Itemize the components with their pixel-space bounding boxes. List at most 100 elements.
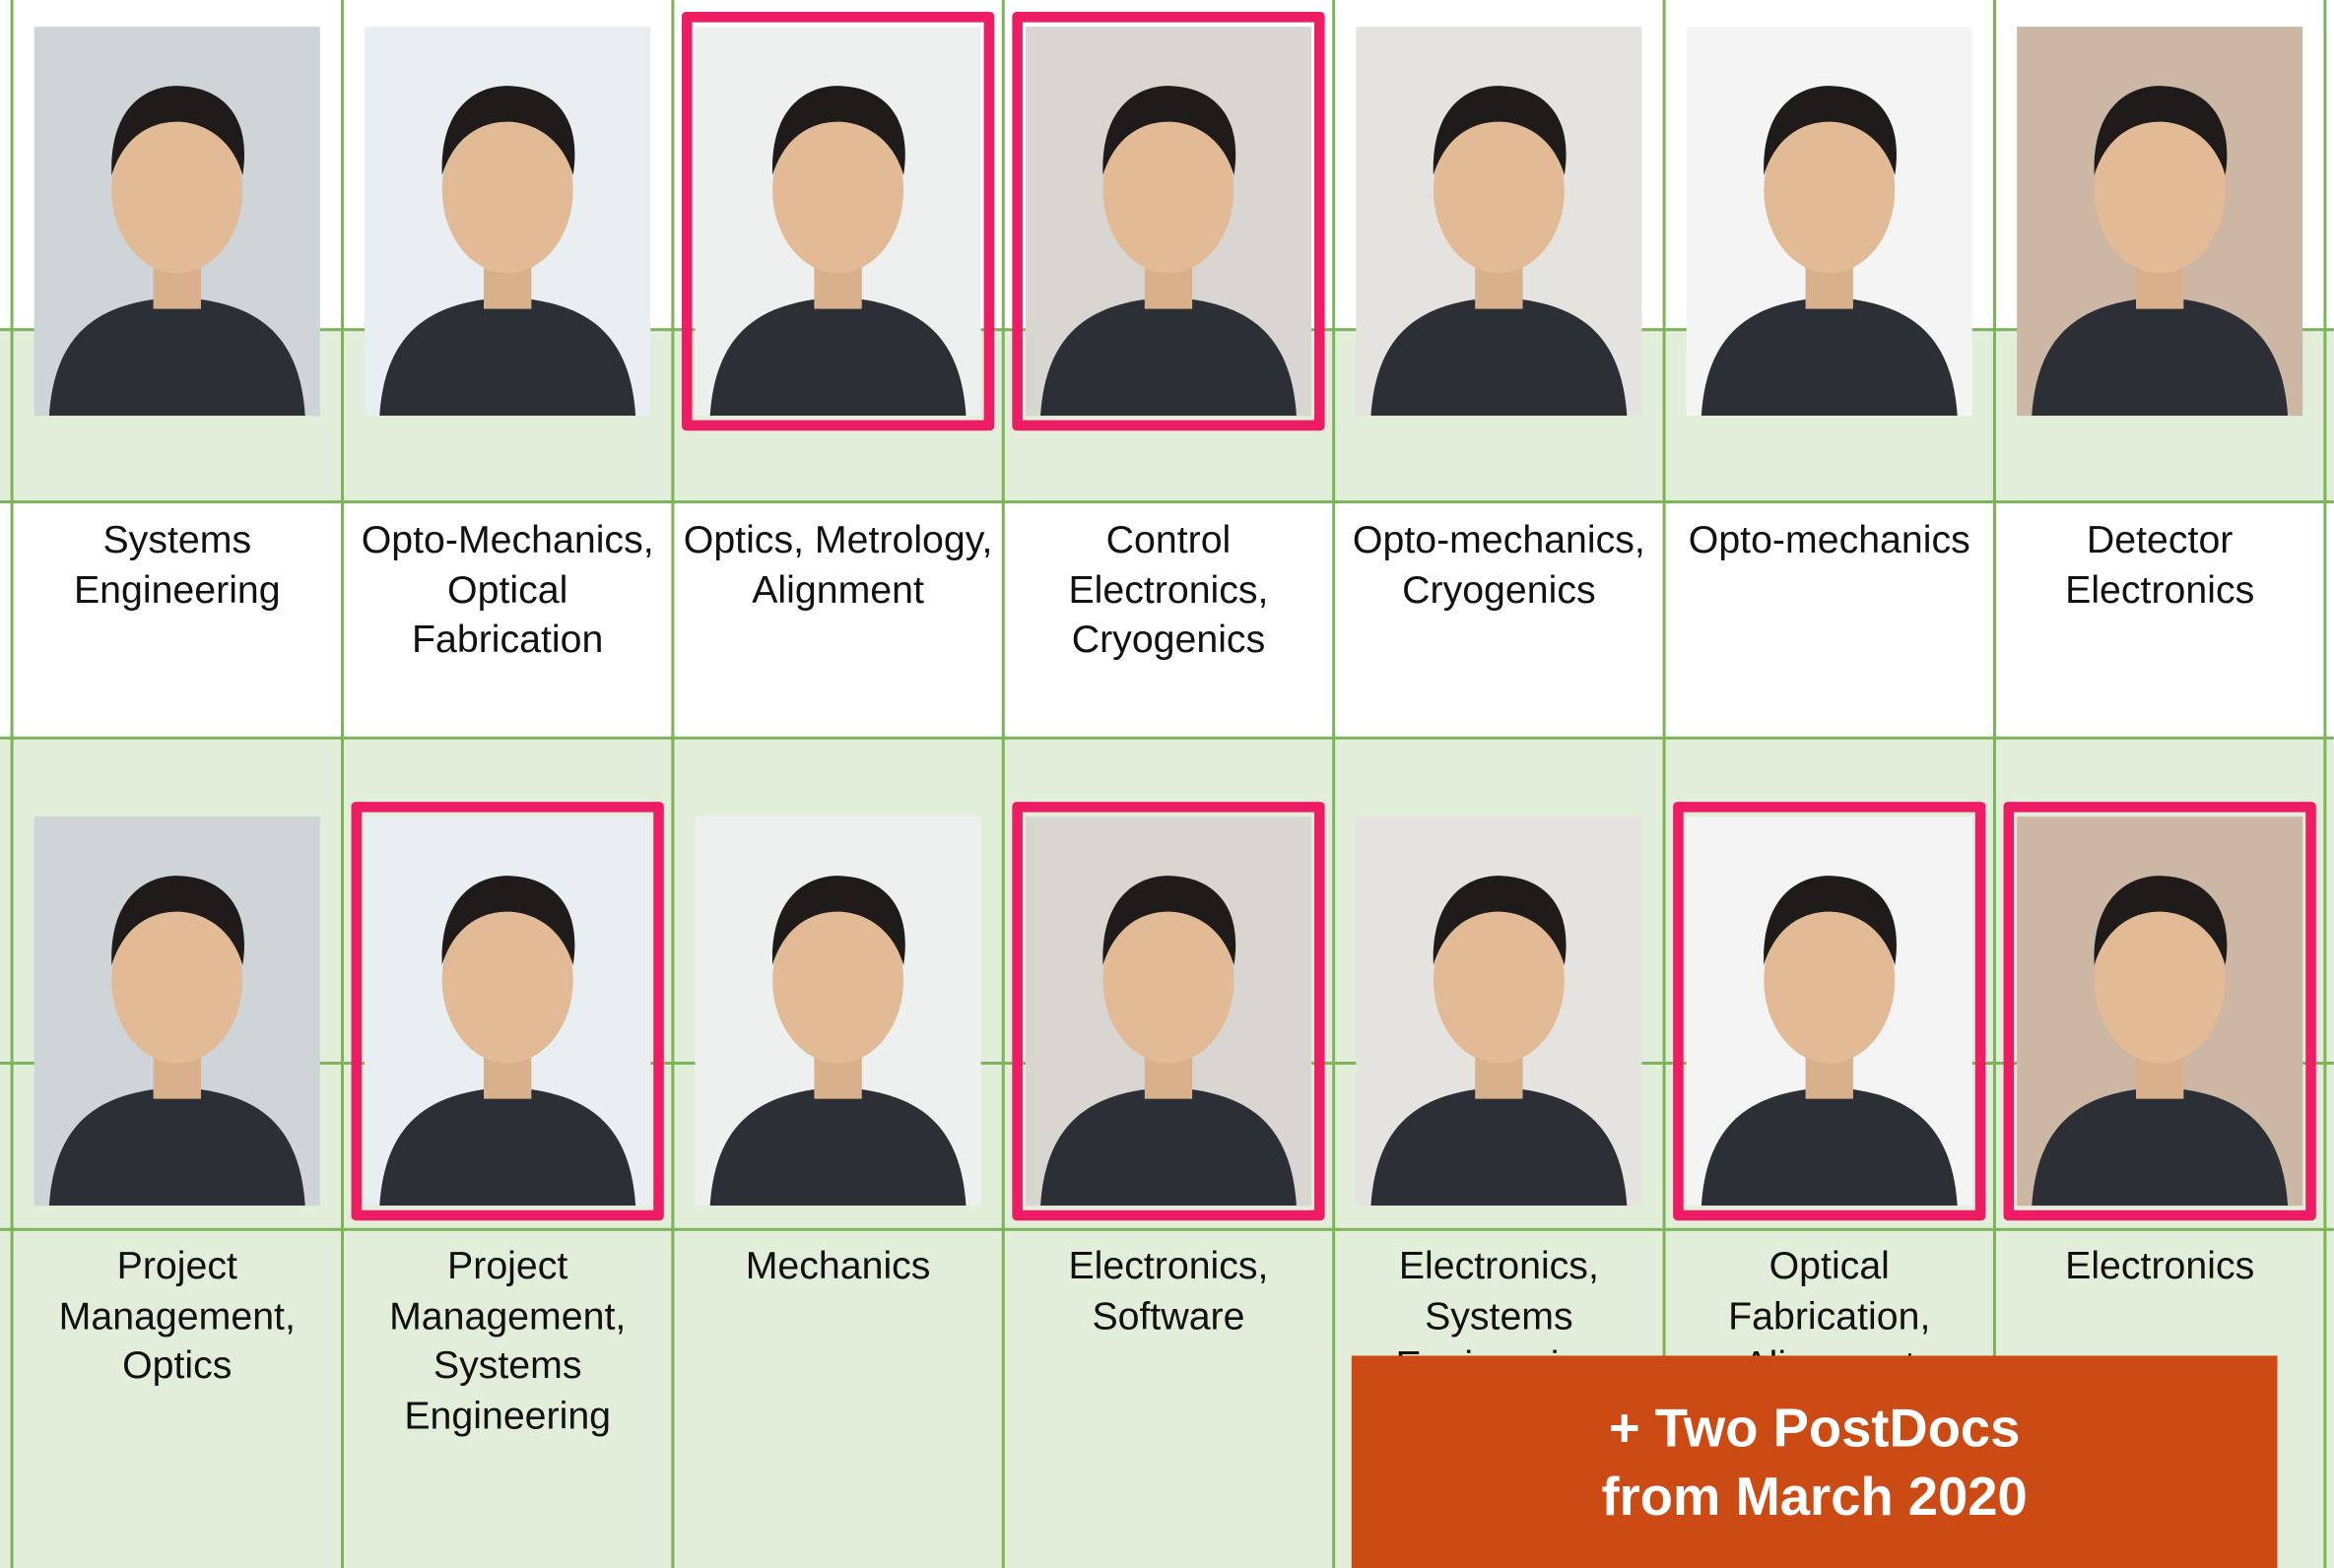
face	[1764, 896, 1896, 1064]
portrait-figure	[1040, 86, 1297, 417]
role-label: Detector Electronics	[2065, 516, 2255, 612]
grid-line	[340, 0, 344, 1568]
portrait-figure	[2032, 876, 2289, 1207]
grid-line	[10, 0, 14, 1568]
shoulders	[1370, 296, 1628, 417]
face	[1102, 896, 1234, 1064]
portrait	[1025, 27, 1312, 417]
hair	[1764, 86, 1897, 175]
note-line: + Two PostDocs	[1608, 1396, 2021, 1458]
portrait	[2017, 27, 2303, 417]
grid-line	[2323, 0, 2327, 1568]
face	[111, 106, 243, 274]
role-label: Optics, Metrology, Alignment	[683, 516, 993, 612]
role-label: Mechanics	[745, 1242, 931, 1288]
highlight-frame	[1012, 802, 1325, 1221]
hair	[441, 86, 575, 175]
portrait	[33, 817, 320, 1207]
portrait-figure	[1370, 876, 1628, 1207]
grid-line	[1001, 0, 1005, 1568]
grid-line	[0, 500, 2334, 504]
shoulders	[48, 1086, 305, 1207]
hair	[771, 86, 905, 175]
portrait	[1025, 817, 1312, 1207]
role-label: Systems Engineering	[73, 516, 281, 612]
role-label: Project Management, Systems Engineering	[389, 1242, 627, 1437]
shoulders	[1700, 296, 1958, 417]
role-label: Control Electronics, Cryogenics	[1068, 516, 1269, 661]
role-label: Electronics, Software	[1068, 1242, 1269, 1338]
shoulders	[48, 296, 305, 417]
hair	[1764, 876, 1897, 965]
portrait-figure	[379, 876, 636, 1207]
face	[111, 896, 243, 1064]
hair	[771, 876, 905, 965]
portrait	[1356, 27, 1642, 417]
portrait	[695, 817, 981, 1207]
highlight-frame	[1012, 12, 1325, 431]
hair	[2094, 876, 2228, 965]
role-label: Project Management, Optics	[58, 1242, 296, 1388]
grid-line	[0, 1227, 2334, 1231]
grid-line	[1332, 0, 1336, 1568]
role-label: Opto-Mechanics, Optical Fabrication	[361, 516, 654, 661]
portrait-figure	[709, 876, 967, 1207]
face	[441, 106, 573, 274]
portrait	[365, 27, 651, 417]
portrait	[695, 27, 981, 417]
portrait-figure	[379, 86, 636, 417]
portrait-figure	[1370, 86, 1628, 417]
portrait-figure	[48, 876, 305, 1207]
hair	[441, 876, 575, 965]
portrait	[365, 817, 651, 1207]
shoulders	[709, 296, 967, 417]
role-label: Opto-mechanics	[1688, 516, 1970, 561]
note-line: from March 2020	[1601, 1465, 2028, 1527]
face	[1764, 106, 1896, 274]
shoulders	[1040, 1086, 1297, 1207]
portrait	[33, 27, 320, 417]
hair	[1433, 86, 1567, 175]
shoulders	[1700, 1086, 1958, 1207]
portrait	[2017, 817, 2303, 1207]
face	[772, 106, 904, 274]
portrait-figure	[1700, 86, 1958, 417]
shoulders	[709, 1086, 967, 1207]
portrait-figure	[2032, 86, 2289, 417]
shoulders	[379, 296, 636, 417]
grid-line	[0, 736, 2334, 740]
hair	[1102, 876, 1236, 965]
face	[2094, 896, 2226, 1064]
shoulders	[1040, 296, 1297, 417]
role-label: Opto-mechanics, Cryogenics	[1352, 516, 1645, 612]
portrait-figure	[1700, 876, 1958, 1207]
shoulders	[2032, 1086, 2289, 1207]
hair	[1102, 86, 1236, 175]
portrait-figure	[1040, 876, 1297, 1207]
face	[1102, 106, 1234, 274]
face	[441, 896, 573, 1064]
shoulders	[1370, 1086, 1628, 1207]
face	[2094, 106, 2226, 274]
highlight-frame	[351, 802, 664, 1221]
portrait	[1686, 27, 1972, 417]
highlight-frame	[1673, 802, 1986, 1221]
face	[772, 896, 904, 1064]
face	[1433, 106, 1565, 274]
face	[1433, 896, 1565, 1064]
shoulders	[379, 1086, 636, 1207]
highlight-frame	[681, 12, 995, 431]
highlight-frame	[2003, 802, 2316, 1221]
hair	[111, 86, 245, 175]
hair	[1433, 876, 1567, 965]
portrait	[1356, 817, 1642, 1207]
grid-line	[671, 0, 675, 1568]
note-box: + Two PostDocs from March 2020	[1351, 1355, 2278, 1568]
portrait-figure	[709, 86, 967, 417]
hair	[111, 876, 245, 965]
grid-line	[1662, 0, 1666, 1568]
role-label: Electronics	[2065, 1242, 2255, 1288]
shoulders	[2032, 296, 2289, 417]
portrait	[1686, 817, 1972, 1207]
